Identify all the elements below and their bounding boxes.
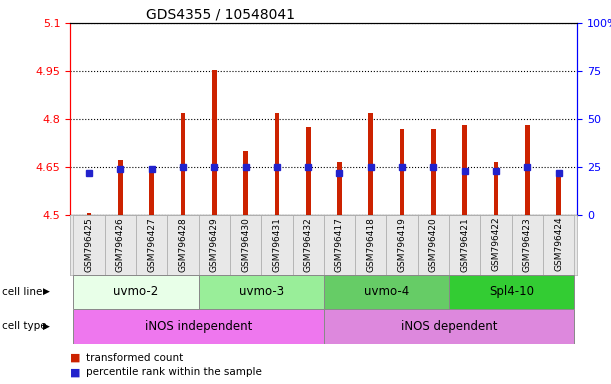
Bar <box>293 215 324 275</box>
Bar <box>337 162 342 215</box>
Text: ▶: ▶ <box>43 322 49 331</box>
Text: iNOS independent: iNOS independent <box>145 320 252 333</box>
Bar <box>104 215 136 275</box>
Bar <box>463 126 467 215</box>
Bar <box>199 215 230 275</box>
Text: GDS4355 / 10548041: GDS4355 / 10548041 <box>147 8 295 22</box>
Bar <box>400 129 404 215</box>
Bar <box>449 275 574 309</box>
Text: ■: ■ <box>70 353 81 363</box>
Bar <box>136 215 167 275</box>
Bar <box>324 309 574 344</box>
Text: GSM796429: GSM796429 <box>210 217 219 271</box>
Text: transformed count: transformed count <box>86 353 183 363</box>
Bar <box>449 215 480 275</box>
Text: GSM796418: GSM796418 <box>366 217 375 272</box>
Bar <box>167 215 199 275</box>
Bar <box>274 113 279 215</box>
Text: GSM796428: GSM796428 <box>178 217 188 271</box>
Bar <box>418 215 449 275</box>
Text: ■: ■ <box>70 367 81 377</box>
Bar <box>262 215 293 275</box>
Bar <box>243 151 248 215</box>
Bar <box>73 215 104 275</box>
Text: ▶: ▶ <box>43 287 49 296</box>
Bar <box>212 70 217 215</box>
Bar <box>543 215 574 275</box>
Bar <box>87 214 92 215</box>
Text: GSM796420: GSM796420 <box>429 217 438 271</box>
Text: GSM796427: GSM796427 <box>147 217 156 271</box>
Bar <box>556 172 561 215</box>
Text: uvmo-4: uvmo-4 <box>364 285 409 298</box>
Text: GSM796421: GSM796421 <box>460 217 469 271</box>
Text: cell line: cell line <box>2 287 42 297</box>
Text: GSM796417: GSM796417 <box>335 217 344 272</box>
Bar <box>199 275 324 309</box>
Text: cell type: cell type <box>2 321 46 331</box>
Text: uvmo-2: uvmo-2 <box>114 285 159 298</box>
Text: Spl4-10: Spl4-10 <box>489 285 534 298</box>
Bar <box>73 309 324 344</box>
Bar <box>230 215 262 275</box>
Text: GSM796432: GSM796432 <box>304 217 313 271</box>
Text: GSM796425: GSM796425 <box>84 217 93 271</box>
Bar <box>386 215 418 275</box>
Text: percentile rank within the sample: percentile rank within the sample <box>86 367 262 377</box>
Text: GSM796423: GSM796423 <box>523 217 532 271</box>
Bar <box>73 275 199 309</box>
Bar <box>431 129 436 215</box>
Bar <box>494 162 499 215</box>
Bar <box>480 215 511 275</box>
Text: GSM796430: GSM796430 <box>241 217 250 272</box>
Text: GSM796424: GSM796424 <box>554 217 563 271</box>
Text: GSM796419: GSM796419 <box>398 217 406 272</box>
Bar <box>324 215 355 275</box>
Bar <box>306 127 310 215</box>
Bar <box>525 126 530 215</box>
Bar <box>324 275 449 309</box>
Bar <box>118 160 123 215</box>
Bar <box>181 113 185 215</box>
Text: GSM796431: GSM796431 <box>273 217 282 272</box>
Bar <box>355 215 386 275</box>
Bar <box>149 168 154 215</box>
Bar <box>368 113 373 215</box>
Text: GSM796422: GSM796422 <box>491 217 500 271</box>
Text: uvmo-3: uvmo-3 <box>239 285 284 298</box>
Text: GSM796426: GSM796426 <box>116 217 125 271</box>
Bar <box>511 215 543 275</box>
Text: iNOS dependent: iNOS dependent <box>401 320 497 333</box>
